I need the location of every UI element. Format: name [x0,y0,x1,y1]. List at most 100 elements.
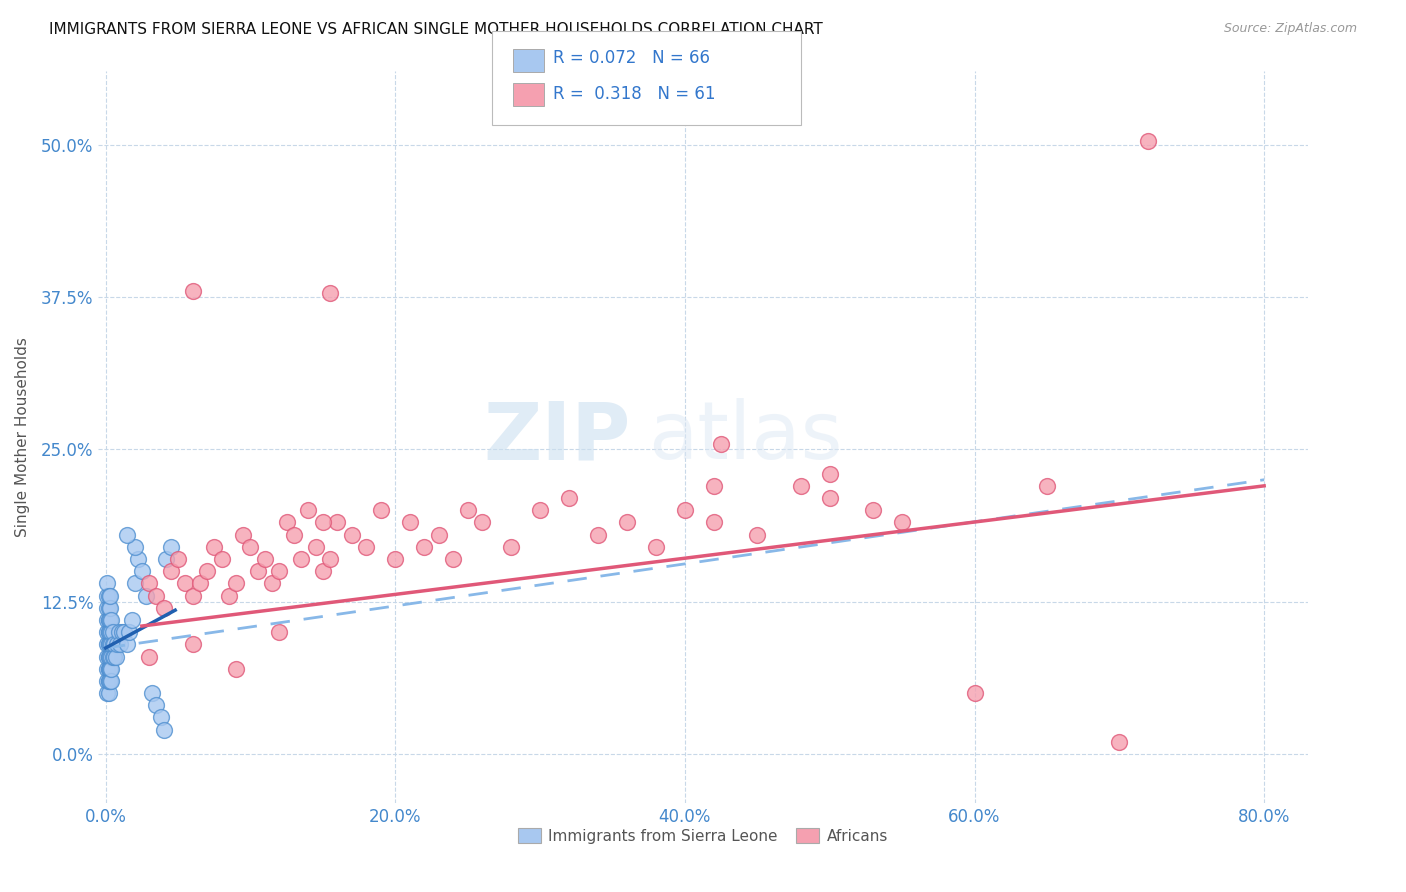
Point [104,649,127,664]
Point [141,686,163,700]
Point [1108,735,1130,749]
Point [891,516,914,530]
Point [98,673,121,688]
Point [98,662,121,676]
Point [127,552,149,566]
Text: R = 0.072   N = 66: R = 0.072 N = 66 [553,49,710,67]
Point [96,673,118,688]
Point [181,589,204,603]
Point [963,686,986,700]
Point [107,625,129,640]
Point [312,564,335,578]
Point [246,564,269,578]
Point [159,540,181,554]
Point [108,637,131,651]
Legend: Immigrants from Sierra Leone, Africans: Immigrants from Sierra Leone, Africans [512,822,894,850]
Point [188,576,211,591]
Point [218,589,240,603]
Point [98,662,121,676]
Point [97,625,120,640]
Text: Source: ZipAtlas.com: Source: ZipAtlas.com [1223,22,1357,36]
Point [100,613,122,627]
Point [457,503,479,517]
Point [501,540,523,554]
Point [818,491,841,505]
Point [97,600,120,615]
Point [97,649,120,664]
Point [319,552,342,566]
Point [269,564,291,578]
Point [152,600,174,615]
Point [97,625,120,640]
Point [97,589,120,603]
Point [124,540,146,554]
Point [100,649,122,664]
Point [370,503,392,517]
Point [96,600,118,615]
Point [98,600,121,615]
Point [225,662,247,676]
Point [211,552,233,566]
Text: atlas: atlas [648,398,844,476]
Point [105,637,128,651]
Y-axis label: Single Mother Households: Single Mother Households [15,337,30,537]
Point [98,637,121,651]
Point [1137,134,1160,148]
Point [319,286,342,301]
Point [297,503,319,517]
Point [673,503,696,517]
Point [398,516,420,530]
Point [124,576,146,591]
Point [96,613,118,627]
Point [117,527,139,541]
Point [340,527,363,541]
Point [97,637,120,651]
Point [159,564,181,578]
Point [155,552,177,566]
Point [747,527,769,541]
Point [202,540,225,554]
Point [312,516,335,530]
Point [710,437,733,451]
Point [97,613,120,627]
Point [114,625,136,640]
Point [703,516,725,530]
Point [471,516,494,530]
Point [97,662,120,676]
Point [118,625,141,640]
Point [326,516,349,530]
Point [253,552,276,566]
Point [862,503,884,517]
Point [97,649,120,664]
Point [413,540,436,554]
Point [96,576,118,591]
Point [96,649,118,664]
Point [616,516,638,530]
Point [97,613,120,627]
Point [232,527,254,541]
Point [100,673,122,688]
Point [181,637,204,651]
Point [145,589,167,603]
Point [97,637,120,651]
Point [703,479,725,493]
Point [529,503,551,517]
Point [276,516,298,530]
Point [97,673,120,688]
Point [790,479,813,493]
Point [101,625,124,640]
Point [138,576,160,591]
Point [262,576,284,591]
Text: IMMIGRANTS FROM SIERRA LEONE VS AFRICAN SINGLE MOTHER HOUSEHOLDS CORRELATION CHA: IMMIGRANTS FROM SIERRA LEONE VS AFRICAN … [49,22,823,37]
Text: R =  0.318   N = 61: R = 0.318 N = 61 [553,85,716,103]
Point [427,527,450,541]
Point [98,589,121,603]
Point [97,662,120,676]
Point [225,576,247,591]
Point [1036,479,1059,493]
Point [131,564,153,578]
Point [121,613,143,627]
Point [195,564,218,578]
Text: ZIP: ZIP [484,398,630,476]
Point [384,552,406,566]
